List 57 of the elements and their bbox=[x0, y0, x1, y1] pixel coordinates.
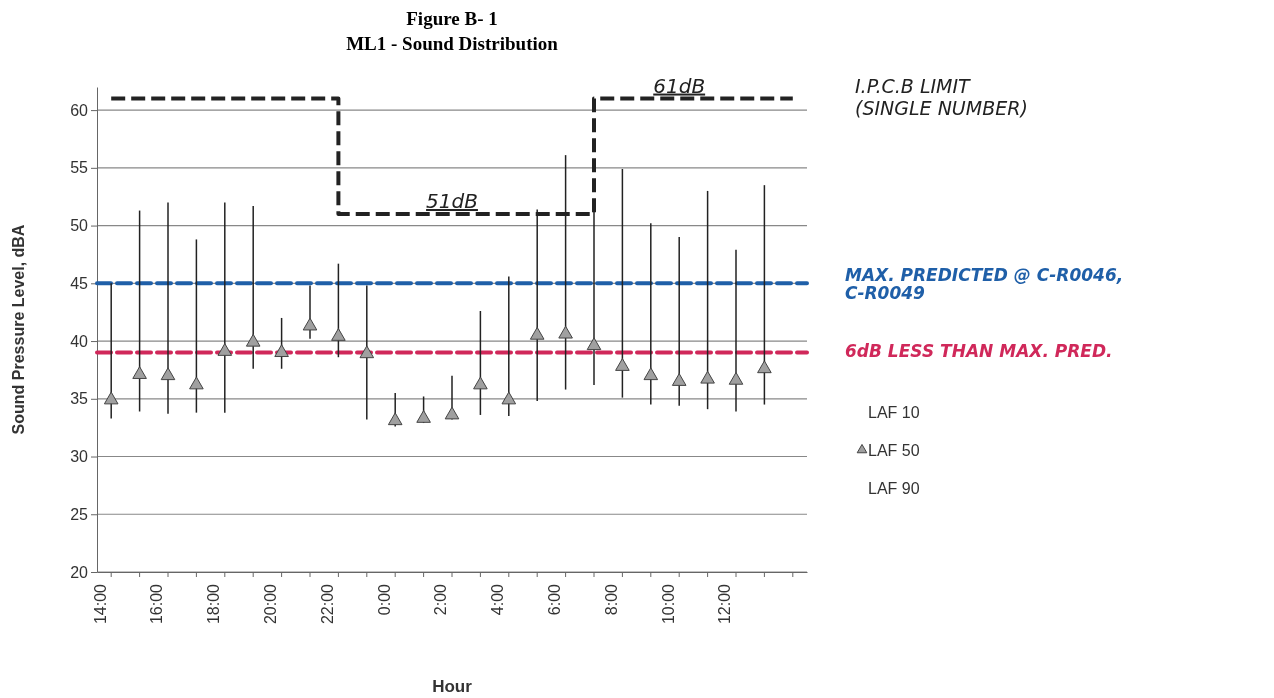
x-tick-label: 4:00 bbox=[489, 583, 507, 616]
point bbox=[728, 371, 744, 385]
y-tick-label: 20 bbox=[70, 563, 89, 581]
point bbox=[757, 360, 772, 374]
x-axis-title: Hour bbox=[432, 677, 473, 696]
x-tick-label: 12:00 bbox=[716, 583, 734, 625]
x-tick-label: 14:00 bbox=[91, 583, 109, 625]
point bbox=[671, 373, 687, 386]
y-tick-label: 60 bbox=[70, 101, 89, 119]
y-tick-label: 25 bbox=[70, 505, 89, 523]
y-tick-label: 50 bbox=[70, 217, 89, 235]
point bbox=[217, 343, 233, 356]
x-tick-label: 22:00 bbox=[318, 583, 336, 625]
x-tick-label: 20:00 bbox=[262, 583, 279, 625]
x-tick-label: 18:00 bbox=[205, 583, 223, 625]
ref-line-label: 6dB LESS THAN MAX. PRED. bbox=[845, 340, 1113, 361]
point bbox=[444, 406, 460, 420]
point bbox=[132, 366, 147, 379]
text: I.P.C.B LIMIT (SINGLE NUMBER) bbox=[855, 74, 1028, 119]
annotation: 51dB bbox=[426, 189, 478, 214]
point bbox=[103, 391, 119, 405]
point bbox=[529, 326, 545, 340]
chart-title: Figure B- 1 bbox=[406, 8, 498, 29]
chart-subtitle: ML1 - Sound Distribution bbox=[346, 33, 559, 54]
point bbox=[615, 358, 630, 371]
x-tick-label: 8:00 bbox=[602, 583, 620, 616]
point bbox=[473, 376, 488, 390]
point bbox=[586, 337, 602, 351]
x-tick-label: 10:00 bbox=[659, 583, 677, 625]
y-tick-label: 35 bbox=[70, 390, 89, 408]
annotation: 61dB bbox=[653, 73, 706, 98]
x-tick-label: 2:00 bbox=[432, 583, 450, 616]
y-axis-title: Sound Pressure Level, dBA bbox=[10, 224, 27, 435]
point bbox=[700, 370, 715, 384]
y-tick-label: 45 bbox=[70, 274, 89, 292]
text: LAF 90 bbox=[868, 480, 920, 497]
point bbox=[302, 317, 318, 331]
y-tick-label: 30 bbox=[70, 448, 89, 466]
point bbox=[331, 328, 346, 341]
point bbox=[387, 412, 403, 426]
point bbox=[274, 344, 289, 358]
y-tick-label: 55 bbox=[70, 159, 89, 177]
y-tick-label: 40 bbox=[70, 332, 89, 350]
text: LAF 10 bbox=[868, 404, 920, 421]
x-tick-label: 0:00 bbox=[375, 583, 393, 616]
legend-label: LAF 50 bbox=[868, 442, 920, 459]
point bbox=[359, 345, 375, 359]
point bbox=[501, 391, 517, 405]
point bbox=[558, 325, 573, 339]
x-tick-label: 6:00 bbox=[546, 583, 563, 616]
point bbox=[189, 376, 204, 390]
point bbox=[160, 367, 176, 381]
ref-line-label: MAX. PREDICTED @ C-R0046, C-R0049 bbox=[845, 265, 1124, 304]
point bbox=[245, 333, 261, 347]
point bbox=[643, 367, 659, 381]
x-tick-label: 16:00 bbox=[148, 583, 166, 625]
point bbox=[416, 410, 431, 423]
